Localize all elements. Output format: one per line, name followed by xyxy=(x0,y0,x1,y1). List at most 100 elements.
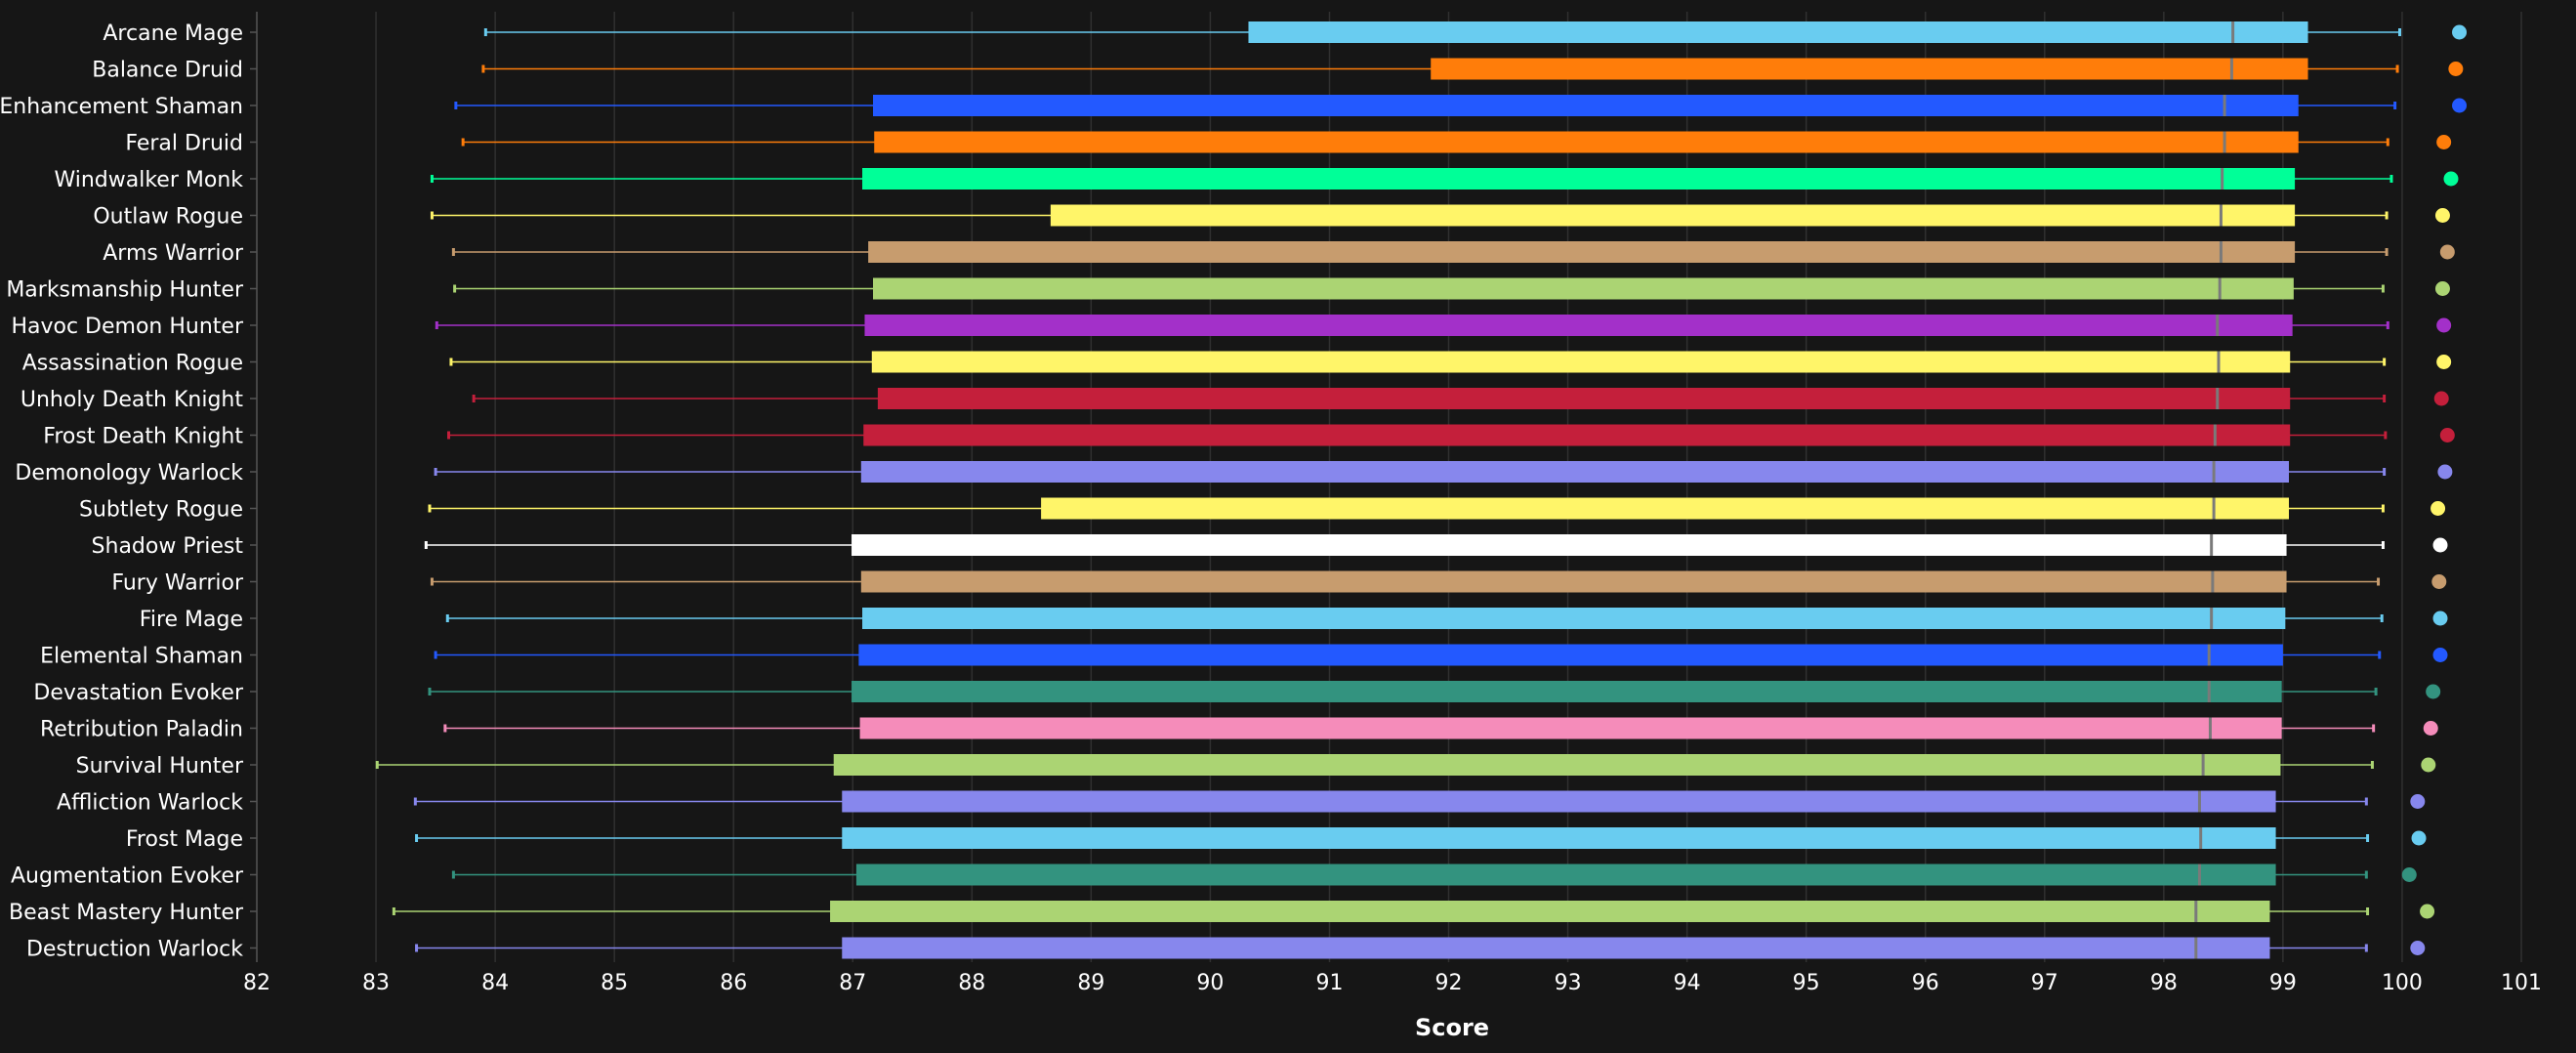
outlier-point-subtlety-rogue xyxy=(2431,501,2446,516)
iqr-box-enhancement-shaman xyxy=(873,95,2299,116)
x-tick-label-88: 88 xyxy=(958,971,985,995)
iqr-box-windwalker-monk xyxy=(862,168,2296,190)
outlier-point-frost-death-knight xyxy=(2439,428,2455,442)
y-tick-label-balance-druid: Balance Druid xyxy=(92,59,243,83)
x-tick-label-90: 90 xyxy=(1196,971,1224,995)
box-subtlety-rogue xyxy=(428,497,2446,520)
outlier-point-arcane-mage xyxy=(2452,24,2468,40)
box-outlaw-rogue xyxy=(430,204,2450,227)
y-tick-label-elemental-shaman: Elemental Shaman xyxy=(40,645,243,669)
iqr-box-arcane-mage xyxy=(1248,21,2308,43)
iqr-box-affliction-warlock xyxy=(842,790,2276,813)
box-havoc-demon-hunter xyxy=(435,315,2452,336)
y-tick-label-windwalker-monk: Windwalker Monk xyxy=(54,168,243,192)
outlier-point-augmentation-evoker xyxy=(2401,867,2417,882)
y-tick-label-unholy-death-knight: Unholy Death Knight xyxy=(21,388,243,412)
x-tick-label-91: 91 xyxy=(1315,971,1343,995)
box-marksmanship-hunter xyxy=(453,277,2450,300)
outlier-point-elemental-shaman xyxy=(2432,648,2448,662)
x-tick-label-83: 83 xyxy=(362,971,390,995)
box-arms-warrior xyxy=(451,241,2455,263)
x-tick-label-82: 82 xyxy=(243,971,270,995)
iqr-box-survival-hunter xyxy=(833,754,2281,776)
box-fire-mage xyxy=(445,608,2448,629)
box-augmentation-evoker xyxy=(451,863,2417,886)
box-beast-mastery-hunter xyxy=(392,901,2435,922)
outlier-point-affliction-warlock xyxy=(2410,794,2426,809)
y-tick-label-frost-mage: Frost Mage xyxy=(126,827,243,852)
x-tick-label-101: 101 xyxy=(2501,971,2542,995)
outlier-point-enhancement-shaman xyxy=(2452,98,2468,113)
outlier-point-fire-mage xyxy=(2432,611,2448,626)
iqr-box-feral-druid xyxy=(874,131,2299,153)
iqr-box-frost-death-knight xyxy=(863,424,2291,446)
box-assassination-rogue xyxy=(449,351,2452,373)
outlier-point-havoc-demon-hunter xyxy=(2436,317,2452,333)
plot-area xyxy=(375,21,2468,959)
iqr-box-assassination-rogue xyxy=(871,351,2291,373)
y-axis: Arcane Mage Balance Druid Enhancement Sham… xyxy=(0,12,258,962)
y-tick-label-augmentation-evoker: Augmentation Evoker xyxy=(11,864,244,889)
y-tick-label-destruction-warlock: Destruction Warlock xyxy=(26,938,243,962)
outlier-point-assassination-rogue xyxy=(2436,355,2452,369)
outlier-point-survival-hunter xyxy=(2421,757,2436,773)
x-tick-label-95: 95 xyxy=(1793,971,1820,995)
outlier-point-arms-warrior xyxy=(2439,244,2455,260)
box-retribution-paladin xyxy=(443,717,2438,739)
box-demonology-warlock xyxy=(434,461,2453,483)
iqr-box-beast-mastery-hunter xyxy=(830,901,2270,922)
outlier-point-beast-mastery-hunter xyxy=(2420,904,2435,919)
box-balance-druid xyxy=(481,58,2464,80)
x-tick-label-94: 94 xyxy=(1674,971,1701,995)
y-tick-label-fire-mage: Fire Mage xyxy=(140,608,243,632)
y-tick-label-shadow-priest: Shadow Priest xyxy=(92,534,244,559)
iqr-box-destruction-warlock xyxy=(842,937,2270,959)
iqr-box-unholy-death-knight xyxy=(877,388,2291,409)
iqr-box-shadow-priest xyxy=(852,534,2287,556)
box-frost-mage xyxy=(415,827,2427,849)
box-frost-death-knight xyxy=(447,424,2455,446)
box-fury-warrior xyxy=(430,570,2447,593)
box-windwalker-monk xyxy=(430,168,2459,190)
x-tick-label-85: 85 xyxy=(601,971,628,995)
y-tick-label-retribution-paladin: Retribution Paladin xyxy=(40,718,243,742)
y-tick-label-arcane-mage: Arcane Mage xyxy=(103,21,243,46)
y-tick-label-affliction-warlock: Affliction Warlock xyxy=(57,791,243,816)
outlier-point-demonology-warlock xyxy=(2437,464,2453,480)
box-devastation-evoker xyxy=(428,681,2441,702)
box-affliction-warlock xyxy=(413,790,2426,813)
outlier-point-retribution-paladin xyxy=(2423,721,2438,736)
box-survival-hunter xyxy=(375,754,2436,776)
y-tick-label-arms-warrior: Arms Warrior xyxy=(103,241,244,266)
x-axis: 82 83 84 85 86 87 88 89 90 91 92 93 94 95 96 97 98 99 100 1… xyxy=(243,971,2542,995)
box-feral-druid xyxy=(461,131,2452,153)
y-tick-label-demonology-warlock: Demonology Warlock xyxy=(15,461,243,485)
box-arcane-mage xyxy=(483,21,2468,43)
x-tick-label-98: 98 xyxy=(2150,971,2178,995)
iqr-box-fire-mage xyxy=(862,608,2286,629)
y-tick-label-devastation-evoker: Devastation Evoker xyxy=(33,681,244,705)
outlier-point-devastation-evoker xyxy=(2426,684,2441,699)
y-tick-label-havoc-demon-hunter: Havoc Demon Hunter xyxy=(11,315,243,339)
iqr-box-balance-druid xyxy=(1431,58,2308,80)
box-shadow-priest xyxy=(424,534,2448,556)
iqr-box-frost-mage xyxy=(842,827,2276,849)
x-tick-label-86: 86 xyxy=(720,971,747,995)
outlier-point-unholy-death-knight xyxy=(2433,391,2449,406)
outlier-point-marksmanship-hunter xyxy=(2434,281,2450,296)
y-tick-label-subtlety-rogue: Subtlety Rogue xyxy=(79,498,243,523)
outlier-point-frost-mage xyxy=(2411,830,2427,846)
box-enhancement-shaman xyxy=(454,95,2468,116)
y-tick-label-assassination-rogue: Assassination Rogue xyxy=(22,352,243,376)
x-tick-label-100: 100 xyxy=(2382,971,2423,995)
x-tick-label-92: 92 xyxy=(1435,971,1463,995)
x-tick-label-84: 84 xyxy=(481,971,509,995)
y-tick-label-outlaw-rogue: Outlaw Rogue xyxy=(93,205,243,230)
box-unholy-death-knight xyxy=(472,388,2449,409)
iqr-box-elemental-shaman xyxy=(858,644,2283,666)
iqr-box-marksmanship-hunter xyxy=(873,277,2294,300)
y-tick-label-feral-druid: Feral Druid xyxy=(125,132,243,156)
x-tick-label-97: 97 xyxy=(2031,971,2058,995)
